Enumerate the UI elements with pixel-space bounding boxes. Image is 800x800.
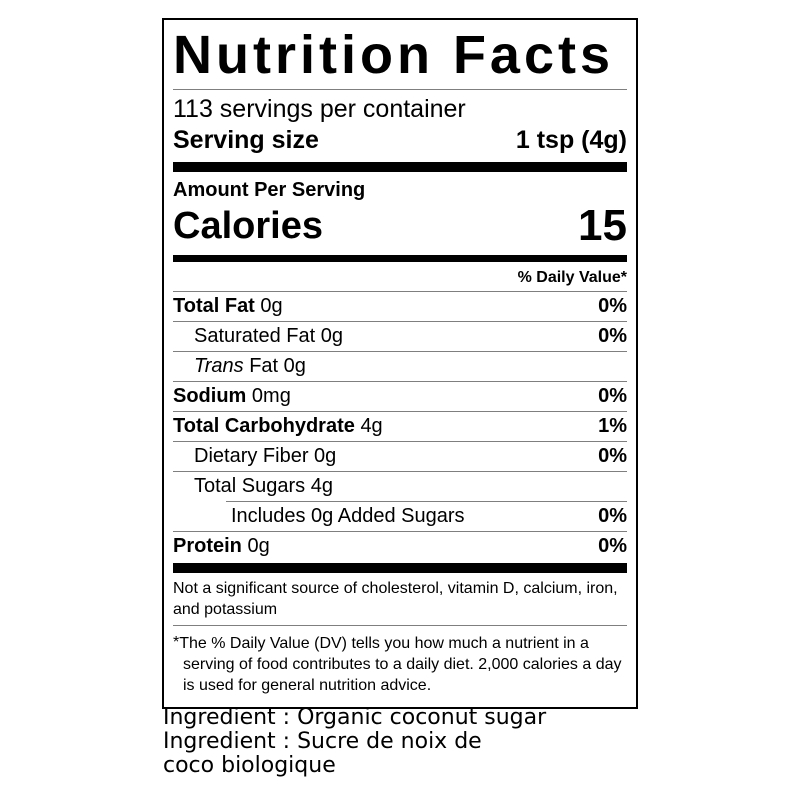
ingredient-line-fr-2: coco biologique: [163, 753, 336, 778]
divider-thick-top: [173, 162, 627, 172]
nutrient-row-total-sugars: Total Sugars 4g: [173, 471, 627, 501]
servings-per-container: 113 servings per container: [173, 95, 466, 123]
nutrient-row-dietary-fiber: Dietary Fiber 0g 0%: [173, 441, 627, 471]
ingredient-line-en: Ingredient : Organic coconut sugar: [163, 705, 547, 730]
nutrient-row-sodium: Sodium 0mg 0%: [173, 381, 627, 411]
calories-row: Calories 15: [173, 201, 627, 250]
divider-medium: [173, 255, 627, 262]
not-significant-note: Not a significant source of cholesterol,…: [173, 580, 618, 618]
dv-value: 0%: [598, 535, 627, 557]
dv-value: 1%: [598, 415, 627, 437]
daily-value-header: % Daily Value*: [517, 269, 627, 286]
divider-above-footnote: [173, 625, 627, 626]
dv-value: 0%: [598, 325, 627, 347]
amount-per-serving: Amount Per Serving: [173, 179, 366, 201]
ingredient-line-fr: Ingredient : Sucre de noix de: [163, 729, 482, 754]
dv-value: 0%: [598, 295, 627, 317]
dv-value: 0%: [598, 445, 627, 467]
nutrient-row-total-fat: Total Fat 0g 0%: [173, 291, 627, 321]
calories-value: 15: [578, 201, 627, 250]
serving-size-label: Serving size: [173, 126, 319, 154]
serving-size-row: Serving size 1 tsp (4g): [173, 125, 627, 155]
nutrient-row-protein: Protein 0g 0%: [173, 531, 627, 561]
footnote-asterisk: *: [173, 634, 180, 651]
serving-size-value: 1 tsp (4g): [515, 126, 627, 154]
nutrient-row-saturated-fat: Saturated Fat 0g 0%: [173, 321, 627, 351]
nutrient-row-total-carbohydrate: Total Carbohydrate 4g 1%: [173, 411, 627, 441]
divider-thick-bottom: [173, 563, 627, 573]
footnote-text: The % Daily Value (DV) tells you how muc…: [179, 635, 622, 694]
divider-under-title: [173, 89, 627, 90]
nutrient-row-added-sugars: Includes 0g Added Sugars 0%: [226, 501, 627, 531]
calories-label: Calories: [173, 205, 323, 247]
label-title: Nutrition Facts: [173, 25, 615, 85]
dv-value: 0%: [598, 505, 627, 527]
nutrition-facts-label: Nutrition Facts 113 servings per contain…: [162, 18, 638, 709]
dv-value: 0%: [598, 385, 627, 407]
nutrient-row-trans-fat: Trans Fat 0g: [173, 351, 627, 381]
daily-value-footnote: *The % Daily Value (DV) tells you how mu…: [173, 626, 627, 707]
ingredients-block: Ingredient : Organic coconut sugar Ingre…: [163, 706, 546, 778]
